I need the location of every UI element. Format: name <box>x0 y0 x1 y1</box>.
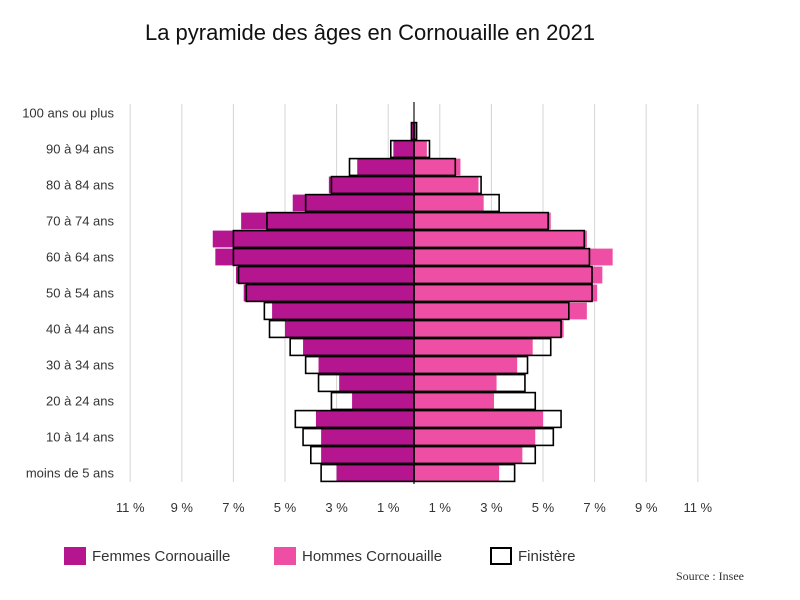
bar-femmes <box>336 464 414 482</box>
x-tick-label: 3 % <box>480 500 503 515</box>
y-tick-label: 30 à 34 ans <box>46 358 114 373</box>
y-tick-label: 10 à 14 ans <box>46 430 114 445</box>
legend-swatch-femmes <box>64 547 86 565</box>
bar-hommes <box>414 302 587 320</box>
population-pyramid-chart: moins de 5 ans 10 à 14 ans 20 à 24 ans 30 à… <box>22 102 713 515</box>
bar-femmes <box>215 248 414 266</box>
x-tick-label: 5 % <box>532 500 555 515</box>
legend-item-finistere: Finistère <box>490 547 576 565</box>
legend-swatch-hommes <box>274 547 296 565</box>
bar-femmes <box>318 356 414 374</box>
bar-femmes <box>292 194 414 212</box>
x-tick-label: 9 % <box>635 500 658 515</box>
bar-hommes <box>414 122 417 140</box>
bar-femmes <box>352 392 414 410</box>
y-tick-label: 60 à 64 ans <box>46 250 114 265</box>
y-tick-label: 40 à 44 ans <box>46 322 114 337</box>
bar-femmes <box>339 374 414 392</box>
bar-femmes <box>243 284 414 302</box>
x-tick-label: 3 % <box>325 500 348 515</box>
bar-femmes <box>272 302 414 320</box>
bar-hommes <box>414 410 543 428</box>
bar-hommes <box>414 284 598 302</box>
bar-hommes <box>414 158 461 176</box>
bar-femmes <box>241 212 414 230</box>
y-axis-labels: moins de 5 ans 10 à 14 ans 20 à 24 ans 30 à… <box>22 106 114 481</box>
bar-hommes <box>414 248 613 266</box>
bar-hommes <box>414 464 500 482</box>
legend-label-finistere: Finistère <box>518 547 576 565</box>
bar-hommes <box>414 356 518 374</box>
y-tick-label: 20 à 24 ans <box>46 394 114 409</box>
x-tick-label: 7 % <box>583 500 606 515</box>
x-tick-label: 7 % <box>222 500 245 515</box>
chart-title: La pyramide des âges en Cornouaille en 2… <box>144 20 596 45</box>
legend-item-femmes: Femmes Cornouaille <box>64 547 230 565</box>
x-axis-labels: 11 % 9 % 7 % 5 % 3 % 1 % 1 % 3 % 5 % 7 % 9 % 11 % <box>116 500 713 515</box>
legend-label-femmes: Femmes Cornouaille <box>92 547 231 565</box>
bar-femmes <box>235 266 414 284</box>
legend-item-hommes: Hommes Cornouaille <box>274 547 442 565</box>
bar-hommes <box>414 266 603 284</box>
bars <box>212 122 613 482</box>
bar-femmes <box>321 428 414 446</box>
bar-hommes <box>414 140 427 158</box>
x-tick-label: 9 % <box>171 500 194 515</box>
x-tick-label: 1 % <box>429 500 452 515</box>
bar-femmes <box>393 140 414 158</box>
finistere-outlines <box>232 102 593 484</box>
legend-swatch-finistere <box>490 547 512 565</box>
bar-hommes <box>414 446 523 464</box>
source-note: Source : Insee <box>676 569 744 583</box>
y-tick-label: 90 à 94 ans <box>46 142 114 157</box>
legend: Femmes Cornouaille Hommes Cornouaille Fi… <box>64 547 664 573</box>
bar-femmes <box>285 320 414 338</box>
bar-femmes <box>212 230 414 248</box>
y-tick-label: 100 ans ou plus <box>22 106 114 121</box>
bar-hommes <box>414 212 551 230</box>
bar-hommes <box>414 194 484 212</box>
legend-label-hommes: Hommes Cornouaille <box>302 547 443 565</box>
x-tick-label: 5 % <box>274 500 297 515</box>
bar-hommes <box>414 428 536 446</box>
bar-femmes <box>321 446 414 464</box>
bar-femmes <box>357 158 414 176</box>
bar-hommes <box>414 176 479 194</box>
bar-femmes <box>328 176 414 194</box>
y-tick-label: 80 à 84 ans <box>46 178 114 193</box>
bar-hommes <box>414 320 564 338</box>
bar-femmes <box>315 410 414 428</box>
bar-femmes <box>303 338 414 356</box>
x-tick-label: 11 % <box>116 500 145 515</box>
bar-hommes <box>414 338 533 356</box>
x-tick-label: 1 % <box>377 500 400 515</box>
x-tick-label: 11 % <box>683 500 712 515</box>
y-tick-label: 50 à 54 ans <box>46 286 114 301</box>
bar-hommes <box>414 230 587 248</box>
bar-femmes <box>411 122 414 140</box>
bar-hommes <box>414 392 494 410</box>
bar-hommes <box>414 374 497 392</box>
y-tick-label: 70 à 74 ans <box>46 214 114 229</box>
y-tick-label: moins de 5 ans <box>26 466 115 481</box>
